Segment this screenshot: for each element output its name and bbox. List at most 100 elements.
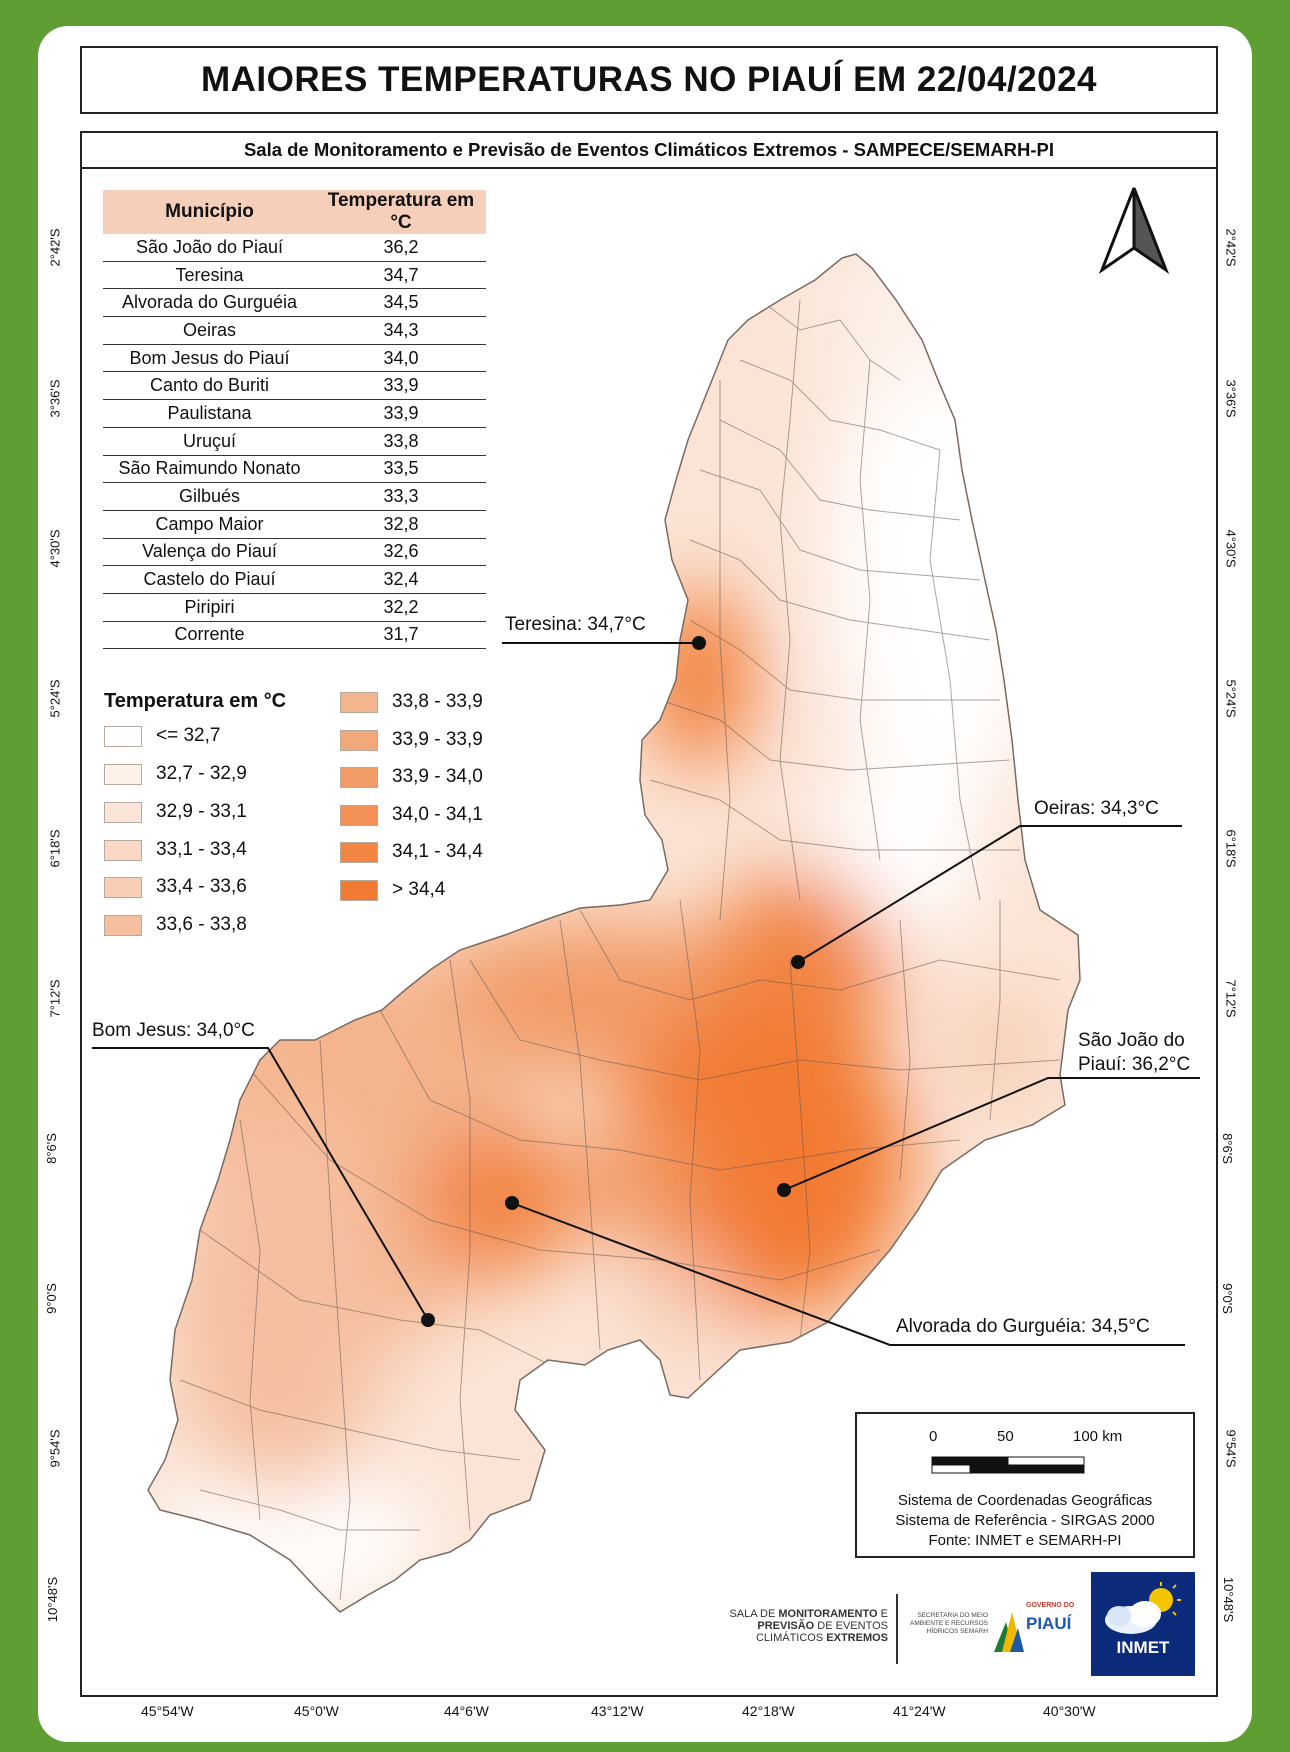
lat-label: 6°18'S [1223, 829, 1239, 868]
temperature-value: 33,3 [316, 482, 486, 511]
municipality-table: Município Temperatura em °C São João do … [103, 190, 486, 650]
municipio-name: Piripiri [103, 593, 316, 622]
lat-label: 5°24'S [47, 679, 63, 718]
coord-system-text: Sistema de Coordenadas Geográficas [897, 1492, 1153, 1509]
legend-label: 33,6 - 33,8 [156, 914, 247, 935]
legend-item: > 34,4 [340, 879, 445, 901]
callout-sao-joao-line1: São João do [1078, 1030, 1185, 1051]
legend-swatch [104, 763, 142, 785]
north-arrow-icon [1098, 187, 1170, 275]
lon-label: 45°0'W [294, 1703, 339, 1719]
temperature-value: 33,5 [316, 455, 486, 484]
scale-label-0: 0 [929, 1428, 938, 1445]
legend-label: <= 32,7 [156, 725, 221, 746]
title-box: MAIORES TEMPERATURAS NO PIAUÍ EM 22/04/2… [80, 46, 1218, 114]
municipio-name: Castelo do Piauí [103, 565, 316, 594]
temperature-value: 31,7 [316, 621, 486, 650]
governo-text: GOVERNO DO [1026, 1602, 1075, 1609]
temperature-value: 32,2 [316, 593, 486, 622]
callout-sao-joao-line2: Piauí: 36,2°C [1078, 1054, 1191, 1075]
municipio-name: Paulistana [103, 399, 316, 428]
municipio-name: Oeiras [103, 316, 316, 345]
temperature-value: 34,7 [316, 261, 486, 290]
municipio-name: Alvorada do Gurguéia [103, 288, 316, 318]
temperature-value: 32,6 [316, 538, 486, 567]
table-row: São João do Piauí 36,2 [103, 234, 486, 262]
table-row: Corrente 31,7 [103, 621, 486, 650]
legend-label: > 34,4 [392, 879, 446, 900]
legend-label: 33,8 - 33,9 [392, 691, 483, 712]
piaui-text: PIAUÍ [1026, 1614, 1072, 1633]
temperature-value: 33,9 [316, 399, 486, 428]
legend-swatch [340, 841, 378, 863]
sampece-logo: SALA DE MONITORAMENTO E PREVISÃO DE EVEN… [729, 1608, 888, 1644]
table-row: Uruçuí 33,8 [103, 427, 486, 456]
legend-item: 33,9 - 34,0 [340, 766, 483, 788]
lon-label: 44°6'W [444, 1703, 489, 1719]
municipio-name: Canto do Buriti [103, 371, 316, 401]
municipio-name: Corrente [103, 621, 316, 650]
municipio-name: Bom Jesus do Piauí [103, 344, 316, 373]
lat-label: 4°30'S [1223, 529, 1239, 568]
legend-item: 34,0 - 34,1 [340, 804, 483, 826]
temperature-value: 32,4 [316, 565, 486, 594]
legend-label: 32,9 - 33,1 [156, 801, 247, 822]
legend-swatch [104, 839, 142, 861]
legend-swatch [340, 766, 378, 788]
legend-swatch [104, 914, 142, 936]
legend-item: 33,6 - 33,8 [104, 914, 247, 936]
legend-item: 32,9 - 33,1 [104, 801, 247, 823]
legend-item: 33,9 - 33,9 [340, 729, 483, 751]
table-row: Teresina 34,7 [103, 261, 486, 290]
lat-label: 2°42'S [1223, 228, 1239, 267]
table-row: Canto do Buriti 33,9 [103, 371, 486, 401]
table-header-row: Município Temperatura em °C [103, 190, 486, 234]
legend-item: 33,1 - 33,4 [104, 839, 247, 861]
lat-label: 9°54'S [47, 1429, 63, 1468]
legend-item: 33,4 - 33,6 [104, 876, 247, 898]
legend-label: 33,4 - 33,6 [156, 876, 247, 897]
legend-item: 34,1 - 34,4 [340, 841, 483, 863]
piaui-flag-icon [994, 1612, 1024, 1652]
lat-label: 4°30'S [47, 529, 63, 568]
table-row: Piripiri 32,2 [103, 593, 486, 622]
municipio-name: Uruçuí [103, 427, 316, 456]
table-row: Oeiras 34,3 [103, 316, 486, 345]
inmet-text: INMET [1116, 1638, 1170, 1657]
lat-label: 9°0'S [43, 1283, 59, 1314]
legend-item: 33,8 - 33,9 [340, 691, 483, 713]
lat-label: 9°0'S [1219, 1283, 1235, 1314]
lat-label: 2°42'S [47, 228, 63, 267]
logo-divider [896, 1594, 898, 1664]
legend-item: 32,7 - 32,9 [104, 763, 247, 785]
temperature-value: 34,3 [316, 316, 486, 345]
lat-label: 7°12'S [1223, 979, 1239, 1018]
lat-label: 10°48'S [45, 1576, 61, 1623]
legend-label: 33,9 - 33,9 [392, 729, 483, 750]
legend-swatch [104, 801, 142, 823]
legend-label: 33,9 - 34,0 [392, 766, 483, 787]
legend-item: <= 32,7 [104, 725, 220, 747]
scale-box: 0 50 100 km Sistema de Coordenadas Geogr… [855, 1412, 1195, 1558]
municipio-name: Campo Maior [103, 510, 316, 539]
temperature-value: 33,8 [316, 427, 486, 456]
municipio-name: São Raimundo Nonato [103, 455, 316, 484]
lon-label: 45°54'W [141, 1703, 194, 1719]
callout-bom-jesus: Bom Jesus: 34,0°C [92, 1020, 255, 1041]
state-outline [147, 253, 1081, 1613]
temperature-value: 32,8 [316, 510, 486, 539]
municipio-name: Teresina [103, 261, 316, 290]
lat-label: 3°36'S [47, 379, 63, 418]
callout-oeiras: Oeiras: 34,3°C [1034, 798, 1159, 819]
header-temperatura: Temperatura em °C [316, 190, 486, 234]
table-row: Valença do Piauí 32,6 [103, 538, 486, 567]
municipio-name: Gilbués [103, 482, 316, 511]
lon-label: 42°18'W [742, 1703, 795, 1719]
lat-label: 8°6'S [1219, 1133, 1235, 1164]
table-row: São Raimundo Nonato 33,5 [103, 455, 486, 484]
temperature-value: 36,2 [316, 234, 486, 262]
lat-label: 6°18'S [47, 829, 63, 868]
sun-cloud-icon [1105, 1582, 1181, 1634]
legend-swatch [340, 879, 378, 901]
reference-system-text: Sistema de Referência - SIRGAS 2000 [895, 1512, 1155, 1529]
